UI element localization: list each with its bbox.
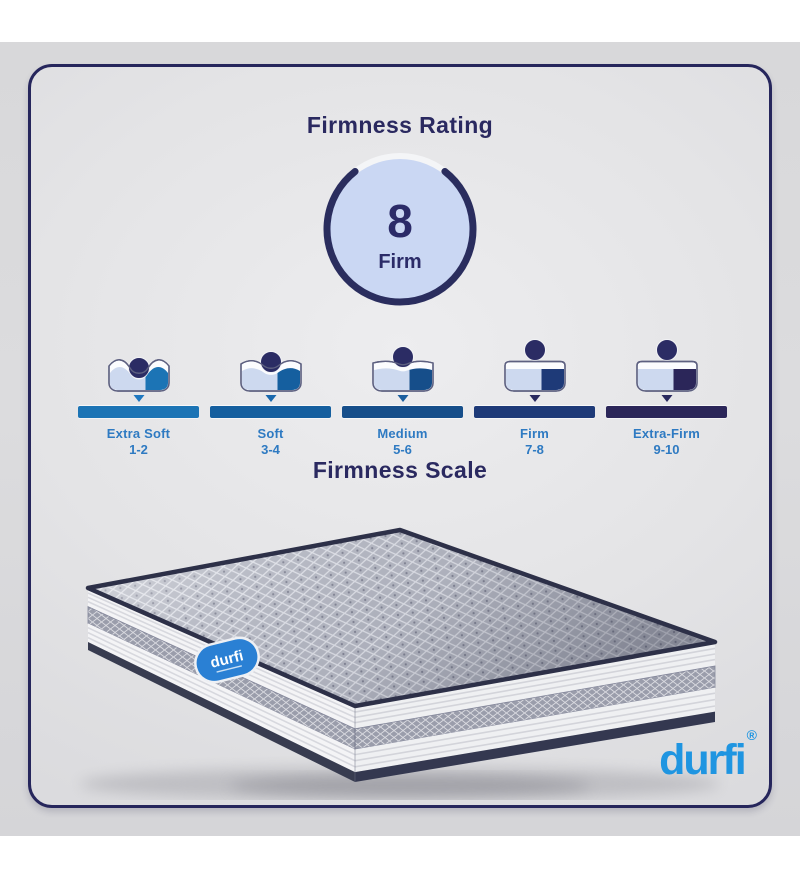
firmness-gauge: 8 Firm	[318, 147, 482, 311]
firm-mattress-icon	[503, 339, 566, 402]
sleeper-head-icon	[655, 339, 678, 361]
scale-bar	[474, 406, 595, 418]
scale-range: 1-2	[129, 442, 148, 458]
gauge-label: Firm	[378, 251, 422, 273]
firmness-info-card: Firmness Rating 8 Firm Extra Sof	[28, 64, 772, 808]
scale-range: 9-10	[653, 442, 680, 458]
brand-logo-text: durfi	[659, 736, 747, 784]
scale-bar	[210, 406, 331, 418]
scale-range: 5-6	[393, 442, 412, 458]
scale-label: Extra Soft	[106, 426, 171, 441]
pointer-triangle-icon	[529, 395, 540, 402]
sleeper-head-icon	[523, 339, 546, 361]
pointer-triangle-icon	[661, 395, 672, 402]
mattress-quilted-top	[85, 527, 718, 709]
extra-firm-mattress-icon	[635, 339, 698, 402]
scale-item-medium: Medium 5-6	[342, 337, 463, 459]
scale-label: Soft	[257, 426, 284, 441]
extra-soft-mattress-icon	[107, 357, 170, 402]
scale-label: Medium	[377, 426, 428, 441]
soft-mattress-icon	[239, 351, 302, 402]
firmness-scale-row: Extra Soft 1-2 Soft 3-4	[78, 337, 727, 459]
durfi-badge: durfi	[194, 636, 260, 684]
scale-label: Firm	[520, 426, 549, 441]
mattress-right-side-panel	[354, 642, 716, 782]
scale-item-firm: Firm 7-8	[474, 337, 595, 459]
pointer-triangle-icon	[265, 395, 276, 402]
mattress-product-image: durfi	[80, 527, 720, 800]
top-piping	[85, 527, 718, 709]
scale-range: 3-4	[261, 442, 280, 458]
gauge-circle-graphic	[323, 153, 477, 306]
scale-item-extra-soft: Extra Soft 1-2	[78, 337, 199, 459]
medium-mattress-icon	[371, 346, 434, 402]
sleeper-head-icon	[259, 351, 282, 373]
pointer-triangle-icon	[133, 395, 144, 402]
brand-logo: durfi®	[659, 728, 757, 784]
scale-item-extra-firm: Extra-Firm 9-10	[606, 337, 727, 459]
scale-bar	[342, 406, 463, 418]
sleeper-head-icon	[391, 346, 414, 368]
pointer-triangle-icon	[397, 395, 408, 402]
registered-mark: ®	[746, 726, 757, 743]
scale-range: 7-8	[525, 442, 544, 458]
scale-bar	[78, 406, 199, 418]
sleeper-head-icon	[127, 357, 150, 379]
scale-item-soft: Soft 3-4	[210, 337, 331, 459]
firmness-rating-title: Firmness Rating	[306, 112, 494, 138]
scale-label: Extra-Firm	[632, 426, 701, 441]
gauge-ring-arc	[323, 168, 477, 306]
scale-bar	[606, 406, 727, 418]
gauge-value: 8	[387, 195, 413, 247]
gauge-disc	[330, 159, 470, 299]
firmness-scale-heading: Firmness Scale	[312, 457, 488, 483]
